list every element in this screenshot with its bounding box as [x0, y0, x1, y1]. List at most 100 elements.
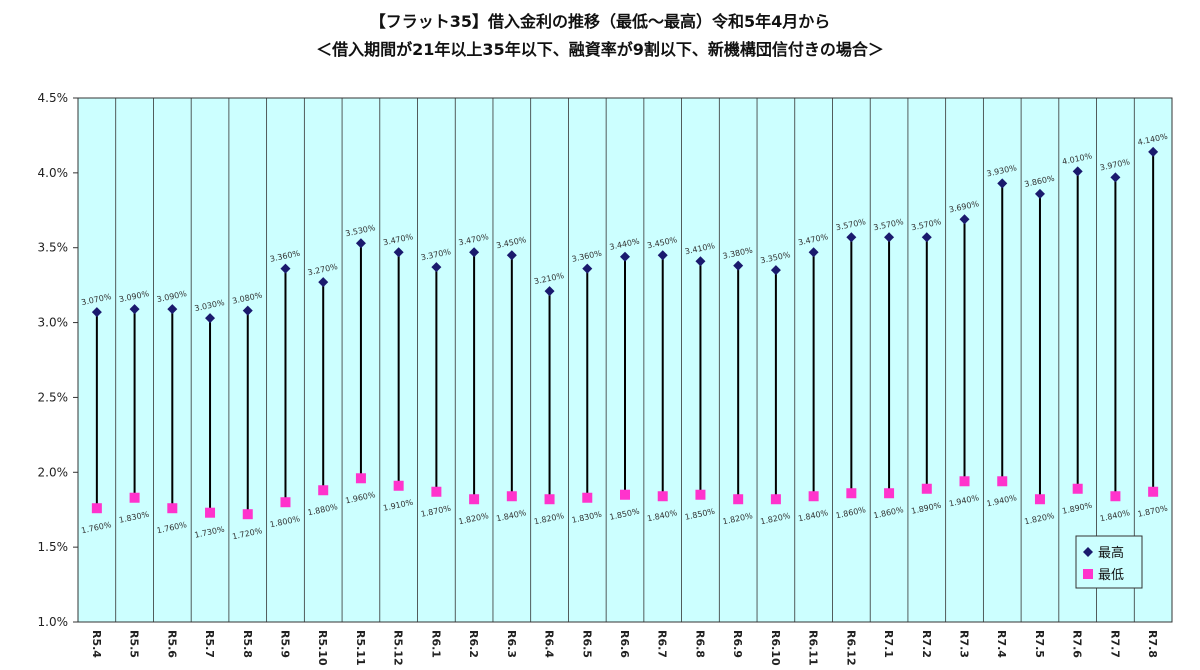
min-marker: [695, 489, 706, 500]
max-marker: [469, 247, 480, 258]
legend-min-label: 最低: [1098, 568, 1124, 583]
min-marker: [921, 483, 932, 494]
x-tick-label: R6.6: [618, 630, 631, 658]
x-tick-label: R7.2: [920, 630, 933, 658]
max-marker: [846, 232, 857, 243]
min-marker: [431, 486, 442, 497]
min-marker: [205, 507, 216, 518]
x-tick-label: R7.7: [1108, 630, 1121, 658]
x-tick-label: R6.11: [807, 630, 820, 666]
x-tick-label: R5.9: [278, 630, 291, 658]
max-marker: [355, 238, 366, 249]
x-tick-label: R6.8: [693, 630, 706, 658]
max-marker: [582, 263, 593, 274]
min-marker: [129, 492, 140, 503]
x-tick-label: R6.4: [543, 630, 556, 658]
x-tick-label: R6.3: [505, 630, 518, 658]
x-tick-label: R5.5: [128, 630, 141, 658]
min-marker: [884, 488, 895, 499]
y-tick-label: 2.0%: [38, 465, 69, 479]
x-tick-label: R5.10: [316, 630, 329, 666]
x-tick-label: R5.7: [203, 630, 216, 658]
max-marker: [808, 247, 819, 258]
max-marker: [1110, 172, 1121, 183]
min-marker: [469, 494, 480, 505]
max-marker: [205, 313, 216, 324]
min-marker: [1072, 483, 1083, 494]
max-marker: [318, 277, 329, 288]
x-tick-label: R7.4: [995, 630, 1008, 658]
min-marker: [242, 509, 253, 520]
x-tick-label: R6.1: [429, 630, 442, 658]
max-marker: [544, 286, 555, 297]
min-marker: [1148, 486, 1159, 497]
legend-min-marker: [1083, 569, 1093, 579]
min-marker: [544, 494, 555, 505]
min-marker: [959, 476, 970, 487]
max-marker: [657, 250, 668, 261]
y-tick-label: 2.5%: [38, 390, 69, 404]
x-tick-label: R5.12: [392, 630, 405, 666]
x-tick-label: R6.9: [731, 630, 744, 658]
max-marker: [733, 260, 744, 271]
min-marker: [770, 494, 781, 505]
y-tick-label: 4.5%: [38, 91, 69, 105]
min-marker: [280, 497, 291, 508]
x-tick-label: R6.12: [844, 630, 857, 666]
max-marker: [431, 262, 442, 273]
min-marker: [355, 473, 366, 484]
legend-max-label: 最高: [1098, 545, 1124, 561]
min-marker: [318, 485, 329, 496]
min-marker: [506, 491, 517, 502]
max-marker: [884, 232, 895, 243]
x-tick-label: R7.5: [1033, 630, 1046, 658]
max-marker: [506, 250, 517, 261]
x-tick-label: R5.4: [90, 630, 103, 658]
max-marker: [393, 247, 404, 258]
max-marker: [1034, 188, 1045, 199]
min-marker: [1034, 494, 1045, 505]
x-tick-label: R6.5: [580, 630, 593, 658]
y-tick-label: 3.0%: [38, 316, 69, 330]
x-tick-label: R5.6: [165, 630, 178, 658]
max-marker: [695, 256, 706, 267]
max-marker: [242, 305, 253, 316]
x-tick-label: R5.8: [241, 630, 254, 658]
min-marker: [846, 488, 857, 499]
y-tick-label: 1.5%: [38, 540, 69, 554]
max-marker: [129, 304, 140, 315]
max-marker: [959, 214, 970, 225]
min-marker: [657, 491, 668, 502]
min-marker: [808, 491, 819, 502]
max-marker: [997, 178, 1008, 189]
min-marker: [393, 480, 404, 491]
chart-subtitle: ＜借入期間が21年以上35年以下、融資率が9割以下、新機構団信付きの場合＞: [316, 40, 884, 59]
min-marker: [733, 494, 744, 505]
x-tick-label: R7.1: [882, 630, 895, 658]
x-tick-label: R5.11: [354, 630, 367, 666]
min-marker: [620, 489, 630, 500]
max-marker: [1072, 166, 1083, 177]
max-marker: [167, 304, 178, 315]
x-tick-label: R6.2: [467, 630, 480, 658]
legend-max-marker: [1083, 547, 1093, 557]
y-tick-label: 3.5%: [38, 241, 69, 255]
max-marker: [1148, 146, 1159, 157]
min-marker: [582, 492, 593, 503]
max-marker: [91, 307, 102, 318]
min-marker: [1110, 491, 1121, 502]
min-marker: [997, 476, 1008, 487]
x-tick-label: R7.6: [1071, 630, 1084, 658]
min-marker: [91, 503, 102, 514]
y-tick-label: 1.0%: [38, 615, 69, 629]
x-tick-label: R7.3: [958, 630, 971, 658]
x-tick-label: R7.8: [1146, 630, 1159, 658]
min-marker: [167, 503, 178, 514]
chart-title: 【フラット35】借入金利の推移（最低～最高）令和5年4月から: [369, 12, 831, 31]
legend: [1075, 535, 1143, 589]
max-marker: [921, 232, 932, 243]
x-tick-label: R6.10: [769, 630, 782, 666]
max-marker: [280, 263, 291, 274]
